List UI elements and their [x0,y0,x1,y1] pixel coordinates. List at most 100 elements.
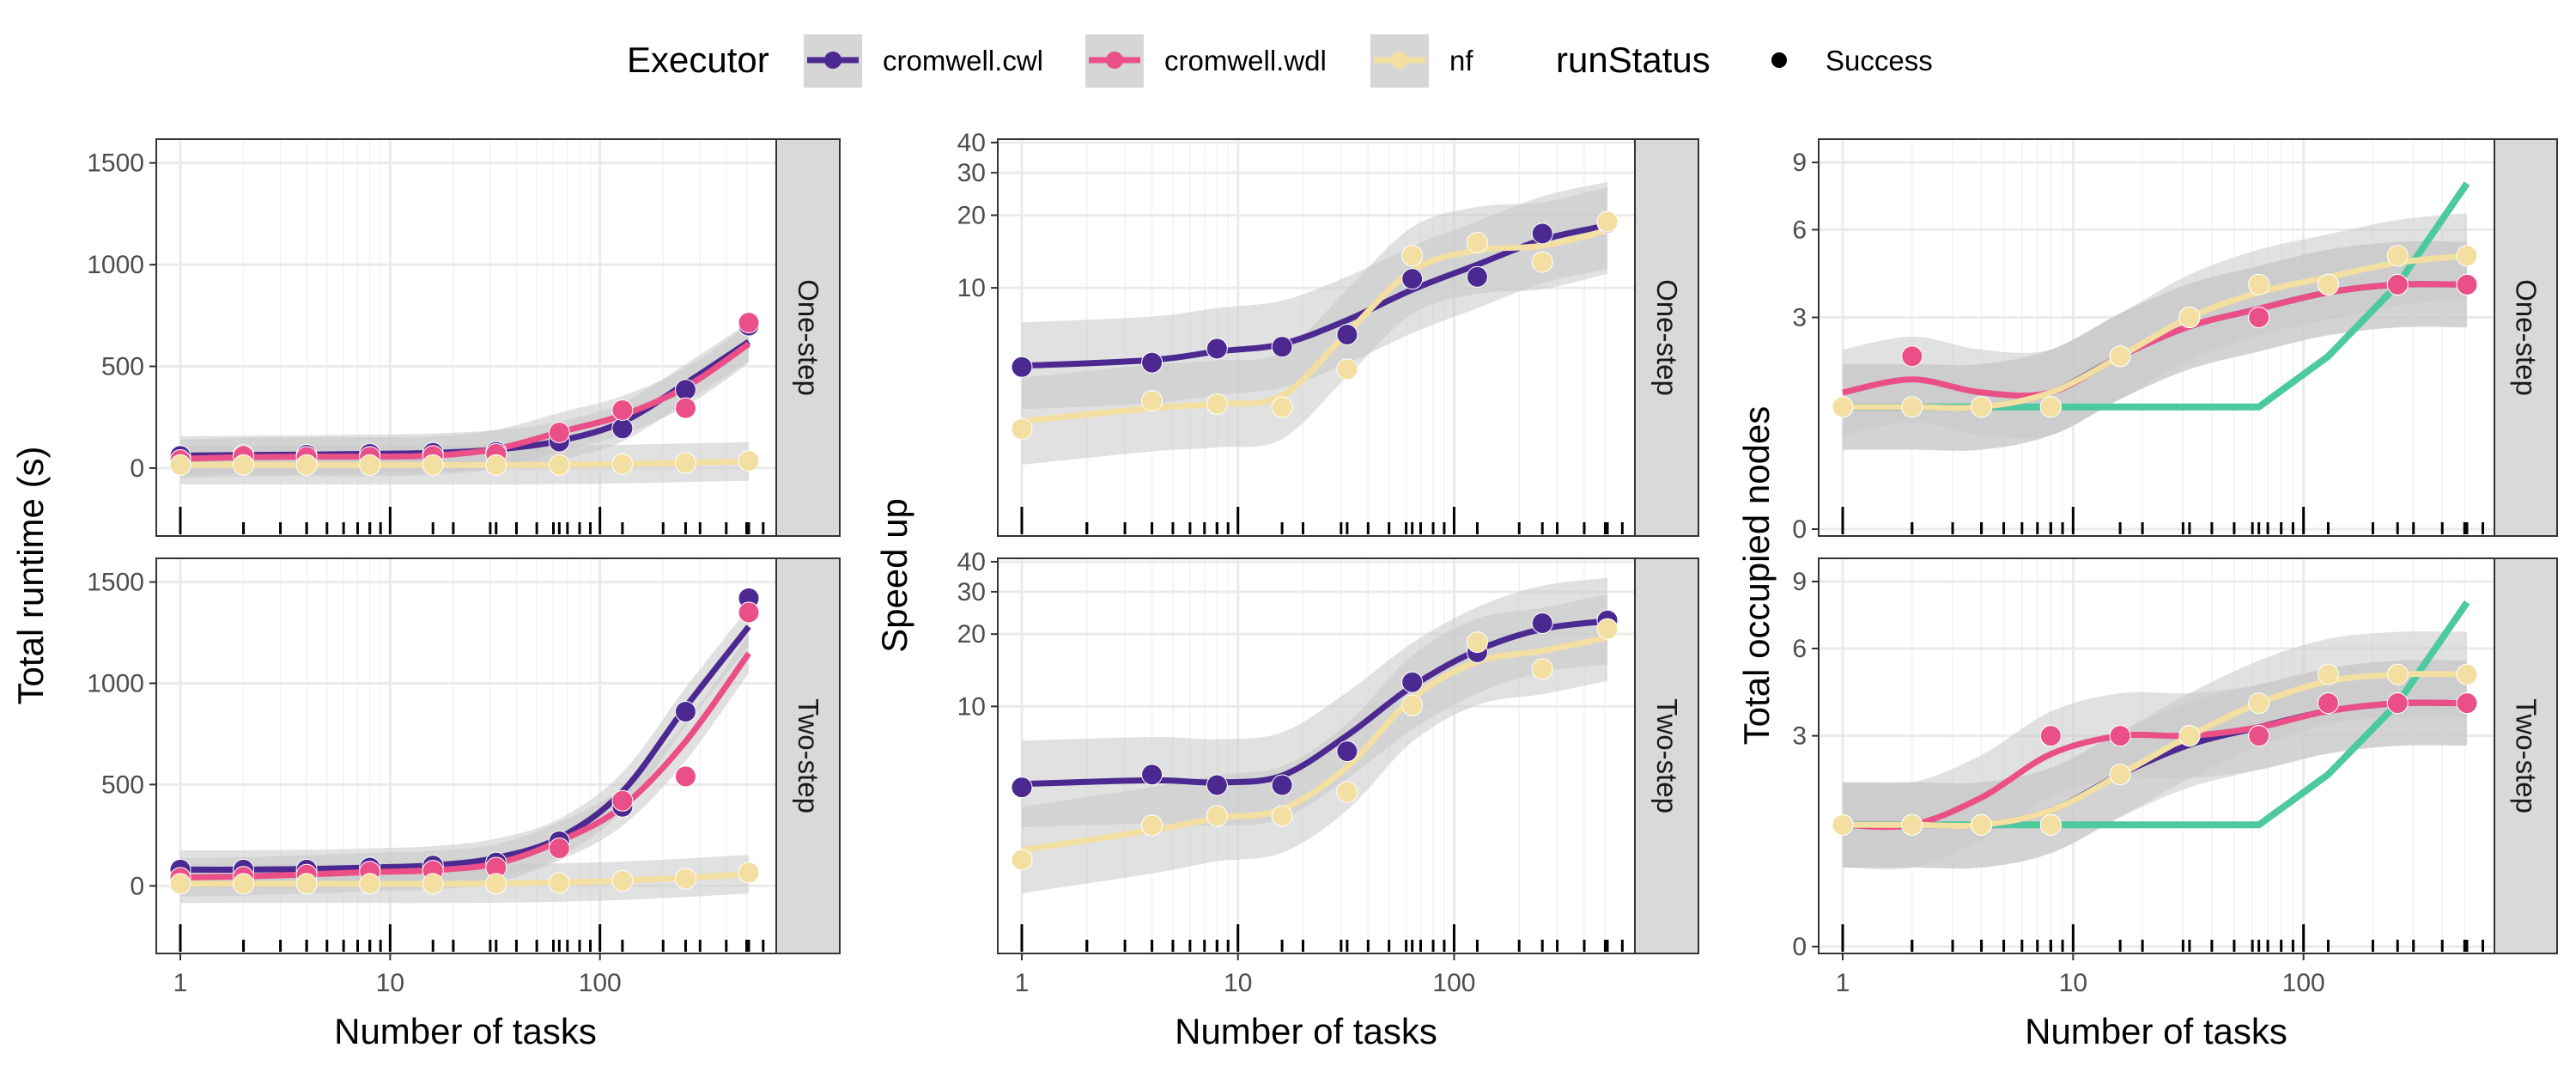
data-point-nf [2178,725,2201,747]
points-cwl-speedup-1 [1011,609,1619,799]
data-point-nf [233,873,255,895]
data-point-cwl [1336,324,1358,346]
y-tick-label: 20 [957,620,986,649]
data-point-cwl [1466,265,1488,288]
ci-ribbon-nf [1843,631,2467,869]
rug-runtime-0 [179,507,765,534]
strip-label-speedup-0: One-step [1651,279,1683,396]
legend-status-success-dot [1771,52,1787,68]
y-axis-title-speedup: Speed up [874,498,914,653]
y-tick-label: 40 [957,548,986,576]
strip-label-runtime-1: Two-step [793,698,824,813]
y-tick-label: 6 [1792,216,1807,244]
data-point-wdl [548,422,570,443]
y-axis-nodes-0: 0 3 6 9 [1792,149,1819,544]
y-axis-runtime-1: 0 500 1000 1500 [87,569,156,900]
panel-nodes-0: One-step 0 3 6 9 [1792,138,2558,544]
data-point-nf [2386,663,2409,685]
y-tick-label: 20 [957,202,986,230]
y-tick-label: 1000 [87,251,144,279]
data-point-nf [674,868,696,890]
legend-status-success-label: Success [1826,45,1933,76]
x-tick-label: 1 [1015,969,1030,997]
data-point-nf [2109,345,2131,368]
data-point-nf [2317,273,2339,295]
strip-label-runtime-0: One-step [793,279,824,396]
data-point-nf [2248,273,2270,295]
trend-line-nf [1843,671,2468,830]
data-point-nf [1901,813,1923,836]
legend-label-cwl: cromwell.cwl [883,45,1043,76]
data-point-nf [2039,813,2062,836]
x-tick-label: 1 [173,969,188,997]
y-tick-label: 30 [957,578,986,606]
data-point-nf [359,873,381,895]
data-point-nf [1971,396,1993,418]
trend-line-wdl [1842,281,2468,399]
y-axis-nodes-1: 0 3 6 9 [1792,568,1819,961]
x-axis-title-runtime: Number of tasks [334,1011,597,1051]
trend-line-wdl [179,341,750,462]
data-point-nf [1011,849,1033,871]
data-point-nf [169,454,191,476]
data-point-cwl [1531,612,1553,635]
data-point-cwl [1401,268,1424,290]
ribbons-speedup-0 [1022,181,1607,465]
data-point-nf [1401,694,1424,716]
legend-executor-title: Executor [627,40,769,80]
data-point-nf [548,872,570,894]
y-tick-label: 9 [1792,149,1807,177]
strip-speedup-1 [1634,557,1699,954]
strip-nodes-0 [2494,138,2558,537]
data-point-nf [1141,814,1163,837]
y-tick-label: 3 [1792,722,1807,751]
data-point-cwl [1206,338,1228,360]
y-tick-label: 0 [130,454,144,483]
data-point-nf [422,873,444,895]
data-point-nf [738,450,760,472]
data-point-nf [548,454,570,476]
y-axis-runtime-0: 0 500 1000 1500 [87,149,156,483]
y-tick-label: 0 [130,872,144,900]
panel-runtime-1: Two-step 0 500 1000 1500 1 10 100 [87,557,841,997]
data-point-nf [169,873,191,895]
y-tick-label: 10 [957,692,986,721]
data-point-nf [674,452,696,474]
y-tick-label: 30 [957,159,986,187]
data-point-nf [1466,631,1488,654]
trend-line-wdl [1842,699,2468,831]
y-axis-title-nodes: Total occupied nodes [1736,406,1777,746]
ci-ribbon-wdl [180,325,749,478]
points-nf-speedup-0 [1011,210,1619,440]
data-point-cwl [1531,222,1553,245]
data-point-wdl [2386,273,2409,295]
x-tick-label: 100 [2282,969,2325,997]
trend-line-nf [1842,253,2468,411]
y-tick-label: 1000 [87,669,144,697]
data-point-cwl [1401,671,1424,693]
data-point-wdl [674,397,696,419]
strip-label-nodes-0: One-step [2511,279,2543,396]
data-point-cwl [1141,764,1163,786]
data-point-wdl [738,312,760,334]
rug-nodes-0 [1841,507,2484,534]
x-tick-label: 100 [579,969,622,997]
x-tick-label: 10 [2059,969,2087,997]
data-point-cwl [1271,336,1293,358]
legend-label-nf: nf [1449,45,1473,76]
data-point-nf [1971,813,1993,836]
data-point-cwl [1141,351,1163,374]
data-point-nf [2456,245,2478,267]
data-point-nf [2456,663,2478,685]
y-tick-label: 0 [1792,933,1807,961]
data-point-nf [2039,396,2062,418]
points-nf-runtime-0 [169,450,760,476]
data-point-nf [2248,692,2270,715]
panel-nodes-1: Two-step 0 3 6 9 1 10 100 [1792,557,2558,997]
data-point-nf [1011,417,1033,440]
points-nf-speedup-1 [1011,618,1619,871]
x-axis-nodes: 1 10 100 [1836,953,2325,997]
data-point-wdl [2456,273,2478,295]
